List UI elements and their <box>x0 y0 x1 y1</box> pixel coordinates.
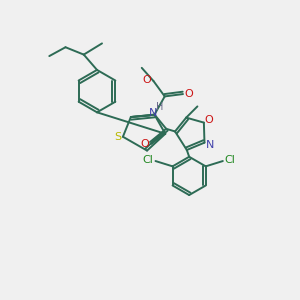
Text: O: O <box>205 115 214 125</box>
Text: S: S <box>114 132 121 142</box>
Text: Cl: Cl <box>143 154 154 165</box>
Text: N: N <box>149 108 158 118</box>
Text: N: N <box>206 140 214 150</box>
Text: H: H <box>156 102 163 112</box>
Text: O: O <box>143 75 152 85</box>
Text: O: O <box>140 139 149 148</box>
Text: Cl: Cl <box>225 154 236 165</box>
Text: O: O <box>184 89 193 99</box>
